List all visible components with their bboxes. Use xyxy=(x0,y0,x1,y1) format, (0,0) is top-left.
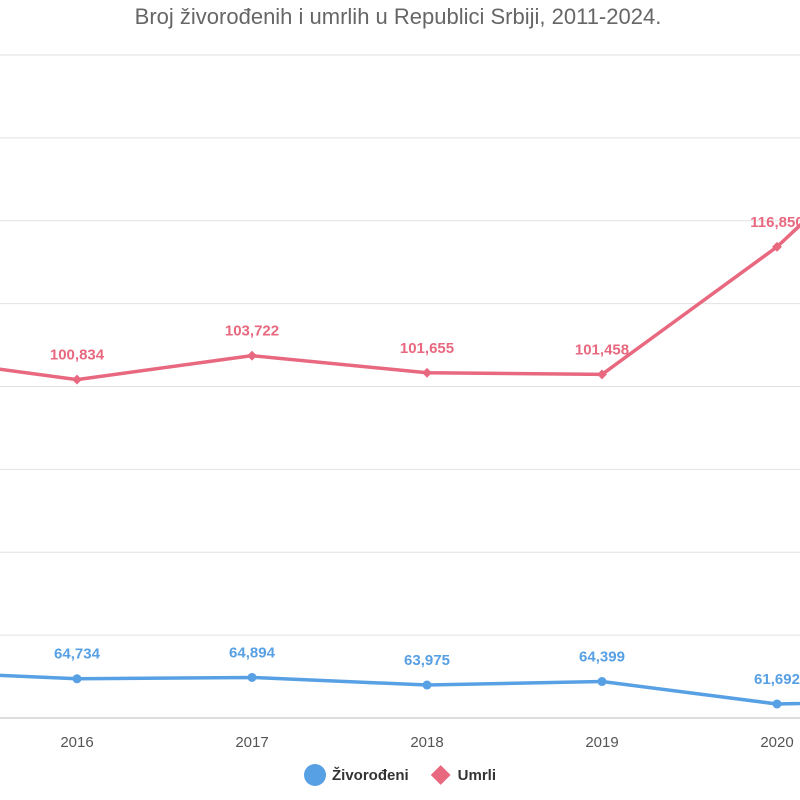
legend-label: Umrli xyxy=(458,767,496,784)
legend-marker xyxy=(430,765,451,785)
point xyxy=(72,674,82,684)
data-label: 64,399 xyxy=(579,649,625,666)
data-label: 64,734 xyxy=(54,646,101,663)
point xyxy=(72,374,82,385)
data-label: 100,834 xyxy=(50,347,105,364)
series-line xyxy=(0,222,800,382)
legend-marker xyxy=(304,764,326,786)
series-line xyxy=(0,673,800,706)
point xyxy=(422,680,432,690)
point xyxy=(422,367,432,378)
data-label: 63,975 xyxy=(404,652,450,669)
point xyxy=(772,241,782,252)
data-label: 64,894 xyxy=(229,644,276,661)
point xyxy=(247,672,257,682)
legend-label: Živorođeni xyxy=(332,766,409,784)
point xyxy=(597,677,607,687)
x-tick-label: 2019 xyxy=(585,734,618,751)
data-label: 61,692 xyxy=(754,671,800,688)
x-tick-label: 2016 xyxy=(60,734,93,751)
chart-title: Broj živorođenih i umrlih u Republici Sr… xyxy=(135,4,662,29)
point xyxy=(772,699,782,709)
data-label: 101,458 xyxy=(575,341,629,358)
data-label: 116,850 xyxy=(750,214,800,231)
data-label: 103,722 xyxy=(225,323,279,340)
x-tick-label: 2018 xyxy=(410,734,443,751)
data-label: 101,655 xyxy=(400,340,454,357)
point xyxy=(247,350,257,361)
x-tick-label: 2020 xyxy=(760,734,793,751)
point xyxy=(597,369,607,380)
x-tick-label: 2017 xyxy=(235,734,268,751)
